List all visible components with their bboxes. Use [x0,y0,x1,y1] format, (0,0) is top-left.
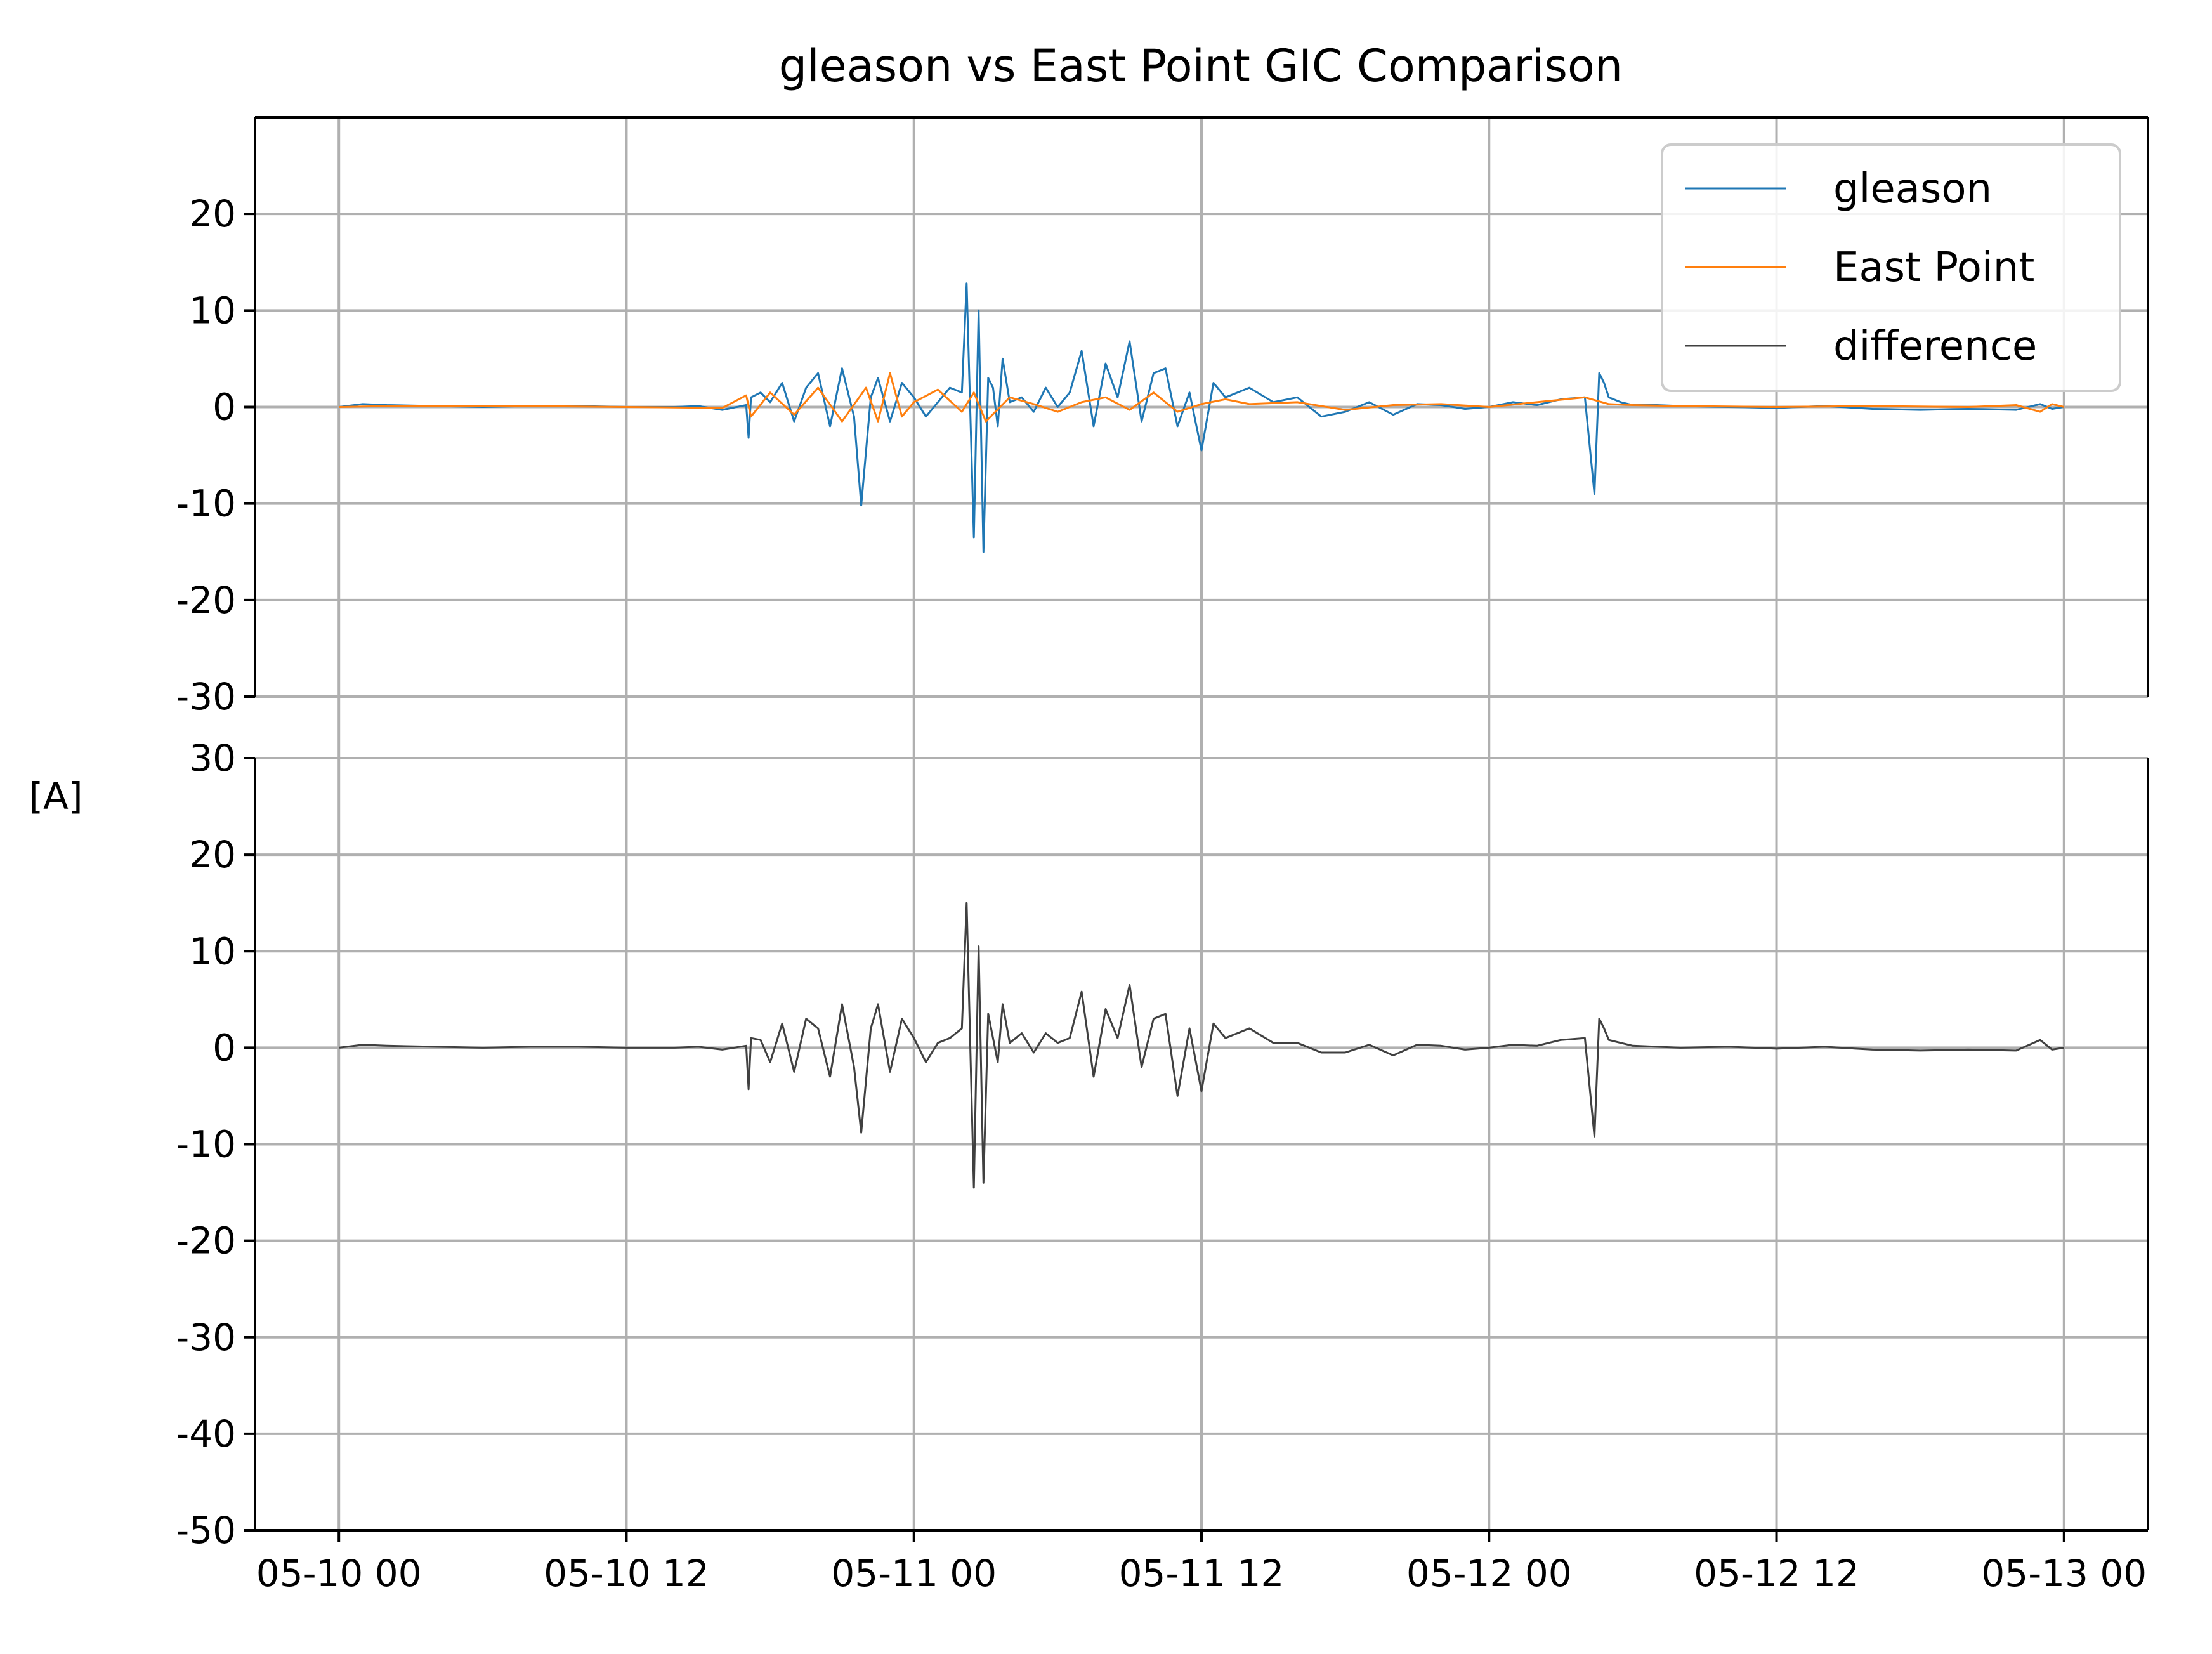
y-tick-label: 0 [213,1026,236,1069]
x-tick-label: 05-10 12 [544,1552,709,1595]
x-tick-label: 05-12 12 [1694,1552,1859,1595]
y-tick-label: -30 [176,675,236,718]
legend-label-gleason: gleason [1833,166,1992,213]
legend-label-east-point: East Point [1833,244,2034,291]
y-tick-label: -20 [176,1219,236,1263]
y-tick-label: -50 [176,1509,236,1552]
y-axis-label: [A] [29,775,83,818]
y-tick-label: -30 [176,1316,236,1359]
chart-title: gleason vs East Point GIC Comparison [779,40,1623,92]
x-tick-label: 05-11 00 [831,1552,997,1595]
x-tick-label: 05-10 00 [256,1552,422,1595]
x-tick-label: 05-13 00 [1981,1552,2147,1595]
y-tick-label: 20 [189,833,236,876]
x-tick-label: 05-11 12 [1119,1552,1285,1595]
legend-box [1661,143,2121,392]
x-tick-label: 05-12 00 [1406,1552,1572,1595]
y-tick-label: 20 [189,192,236,235]
y-tick-label: 10 [189,289,236,332]
series-line-difference [339,902,2065,1189]
y-tick-label: 10 [189,929,236,973]
y-tick-label: -10 [176,482,236,525]
panel-top: 20 10 0 -10 -20 -30 [176,116,2149,718]
y-tick-label: -10 [176,1123,236,1166]
y-tick-label: -40 [176,1412,236,1455]
series-line-east-point [339,372,2065,423]
y-tick-label: -20 [176,579,236,622]
panel-bottom: 30 20 10 0 -10 -20 -30 -40 -50 05-10 00 05-10 12 05… [176,737,2149,1595]
legend: gleason East Point difference [1661,143,2121,392]
y-tick-label: 30 [189,737,236,780]
y-tick-label: 0 [213,386,236,429]
legend-label-difference: difference [1833,323,2037,370]
panels-layer: 20 10 0 -10 -20 -30 30 20 10 0 -10 -20 -30 -40 -50 05-1… [176,116,2149,1595]
